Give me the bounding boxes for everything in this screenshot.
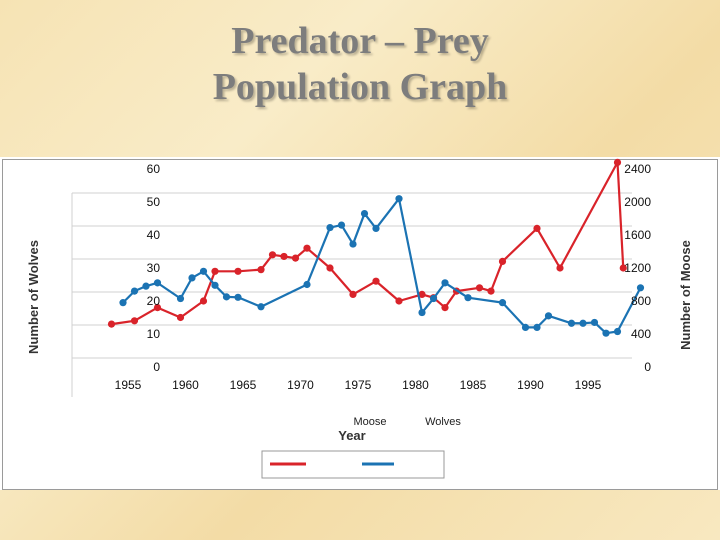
wolves-point	[199, 297, 208, 305]
slide-title-line2: Population Graph	[212, 66, 508, 108]
moose-series	[119, 195, 645, 337]
wolves-point	[533, 224, 541, 232]
moose-point	[395, 195, 403, 203]
moose-point	[590, 318, 599, 327]
x-tick-label: 1990	[517, 378, 544, 392]
y-left-tick-label: 50	[147, 195, 161, 209]
x-tick-label: 1980	[402, 378, 429, 392]
moose-point	[188, 274, 196, 282]
y-right-tick-label: 2400	[624, 162, 651, 176]
x-tick-label: 1985	[460, 378, 487, 392]
wolves-point	[349, 290, 357, 298]
legend-label-moose: Moose	[353, 416, 386, 428]
y-right-tick-label: 400	[631, 327, 651, 341]
wolves-point	[619, 264, 627, 272]
wolves-point	[268, 251, 277, 259]
wolves-point	[395, 297, 403, 305]
moose-point	[429, 294, 438, 303]
chart-panel: 1955 1960 1965 1970 1975 1980 1985 1990 1995 0 10 2…	[0, 157, 720, 490]
moose-point	[119, 299, 127, 307]
moose-point	[418, 308, 426, 317]
x-tick-label: 1960	[172, 378, 199, 392]
moose-point	[222, 293, 231, 301]
y-left-tick-label: 40	[147, 228, 161, 242]
wolves-point	[234, 267, 242, 275]
legend-label-wolves: Wolves	[425, 416, 461, 428]
wolves-point	[153, 304, 162, 312]
moose-point	[234, 293, 242, 301]
wolves-point	[130, 317, 139, 325]
moose-point	[521, 323, 530, 331]
wolves-point	[176, 313, 185, 322]
moose-point	[360, 209, 369, 218]
x-axis-title: Year	[338, 428, 365, 443]
moose-point	[142, 282, 150, 290]
moose-point	[613, 327, 622, 336]
y-left-tick-label: 60	[147, 162, 161, 176]
y-left-tick-label: 30	[147, 261, 161, 275]
slide-title: Predator – Prey Population Graph	[0, 18, 720, 110]
moose-point	[130, 287, 139, 295]
moose-point	[498, 299, 507, 307]
moose-point	[153, 279, 162, 287]
wolves-point	[211, 267, 219, 275]
wolves-point	[475, 284, 484, 292]
wolves-point	[291, 254, 300, 262]
wolves-point	[441, 304, 449, 312]
moose-point	[337, 221, 346, 229]
population-chart: 1955 1960 1965 1970 1975 1980 1985 1990 1995 0 10 2…	[26, 158, 693, 479]
moose-point	[533, 323, 541, 331]
wolves-point	[280, 252, 288, 261]
wolves-point	[372, 277, 380, 285]
wolves-point	[498, 257, 507, 265]
x-tick-label: 1965	[230, 378, 257, 392]
moose-point	[464, 294, 472, 302]
slide-title-line1: Predator – Prey	[231, 20, 489, 62]
moose-point	[257, 303, 265, 311]
moose-point	[636, 284, 645, 292]
wolves-point	[303, 244, 311, 252]
tick-labels: 1955 1960 1965 1970 1975 1980 1985 1990 1995 0 10 2…	[115, 162, 652, 392]
y-axis-left-title: Number of Wolves	[26, 240, 41, 354]
moose-point	[303, 280, 311, 289]
moose-point	[176, 294, 185, 303]
wolves-line	[111, 161, 625, 326]
y-left-tick-label: 20	[147, 294, 161, 308]
y-right-tick-label: 1200	[624, 261, 651, 275]
moose-point	[441, 279, 449, 287]
y-right-tick-label: 0	[644, 360, 651, 374]
y-right-tick-label: 800	[631, 294, 651, 308]
moose-point	[349, 240, 357, 248]
wolves-point	[326, 264, 334, 272]
wolves-point	[487, 287, 495, 295]
y-right-tick-label: 2000	[624, 195, 651, 209]
moose-point	[567, 319, 576, 327]
moose-point	[372, 224, 380, 232]
moose-point	[579, 319, 587, 327]
x-tick-label: 1955	[115, 378, 142, 392]
y-axis-right-title: Number of Moose	[678, 240, 693, 350]
wolves-point	[418, 290, 426, 298]
wolves-point	[556, 264, 564, 272]
moose-point	[602, 329, 610, 337]
wolves-series	[107, 158, 627, 328]
y-right-tick-label: 1600	[624, 228, 651, 242]
moose-point	[199, 267, 208, 275]
x-tick-label: 1975	[345, 378, 372, 392]
moose-point	[326, 223, 334, 232]
y-left-tick-label: 0	[153, 360, 160, 374]
x-tick-label: 1995	[575, 378, 602, 392]
wolves-point	[257, 266, 265, 274]
wolves-point	[107, 320, 116, 328]
y-left-tick-label: 10	[147, 327, 161, 341]
moose-point	[211, 281, 219, 289]
x-tick-label: 1970	[287, 378, 314, 392]
wolves-point	[613, 158, 622, 166]
moose-point	[544, 312, 553, 320]
